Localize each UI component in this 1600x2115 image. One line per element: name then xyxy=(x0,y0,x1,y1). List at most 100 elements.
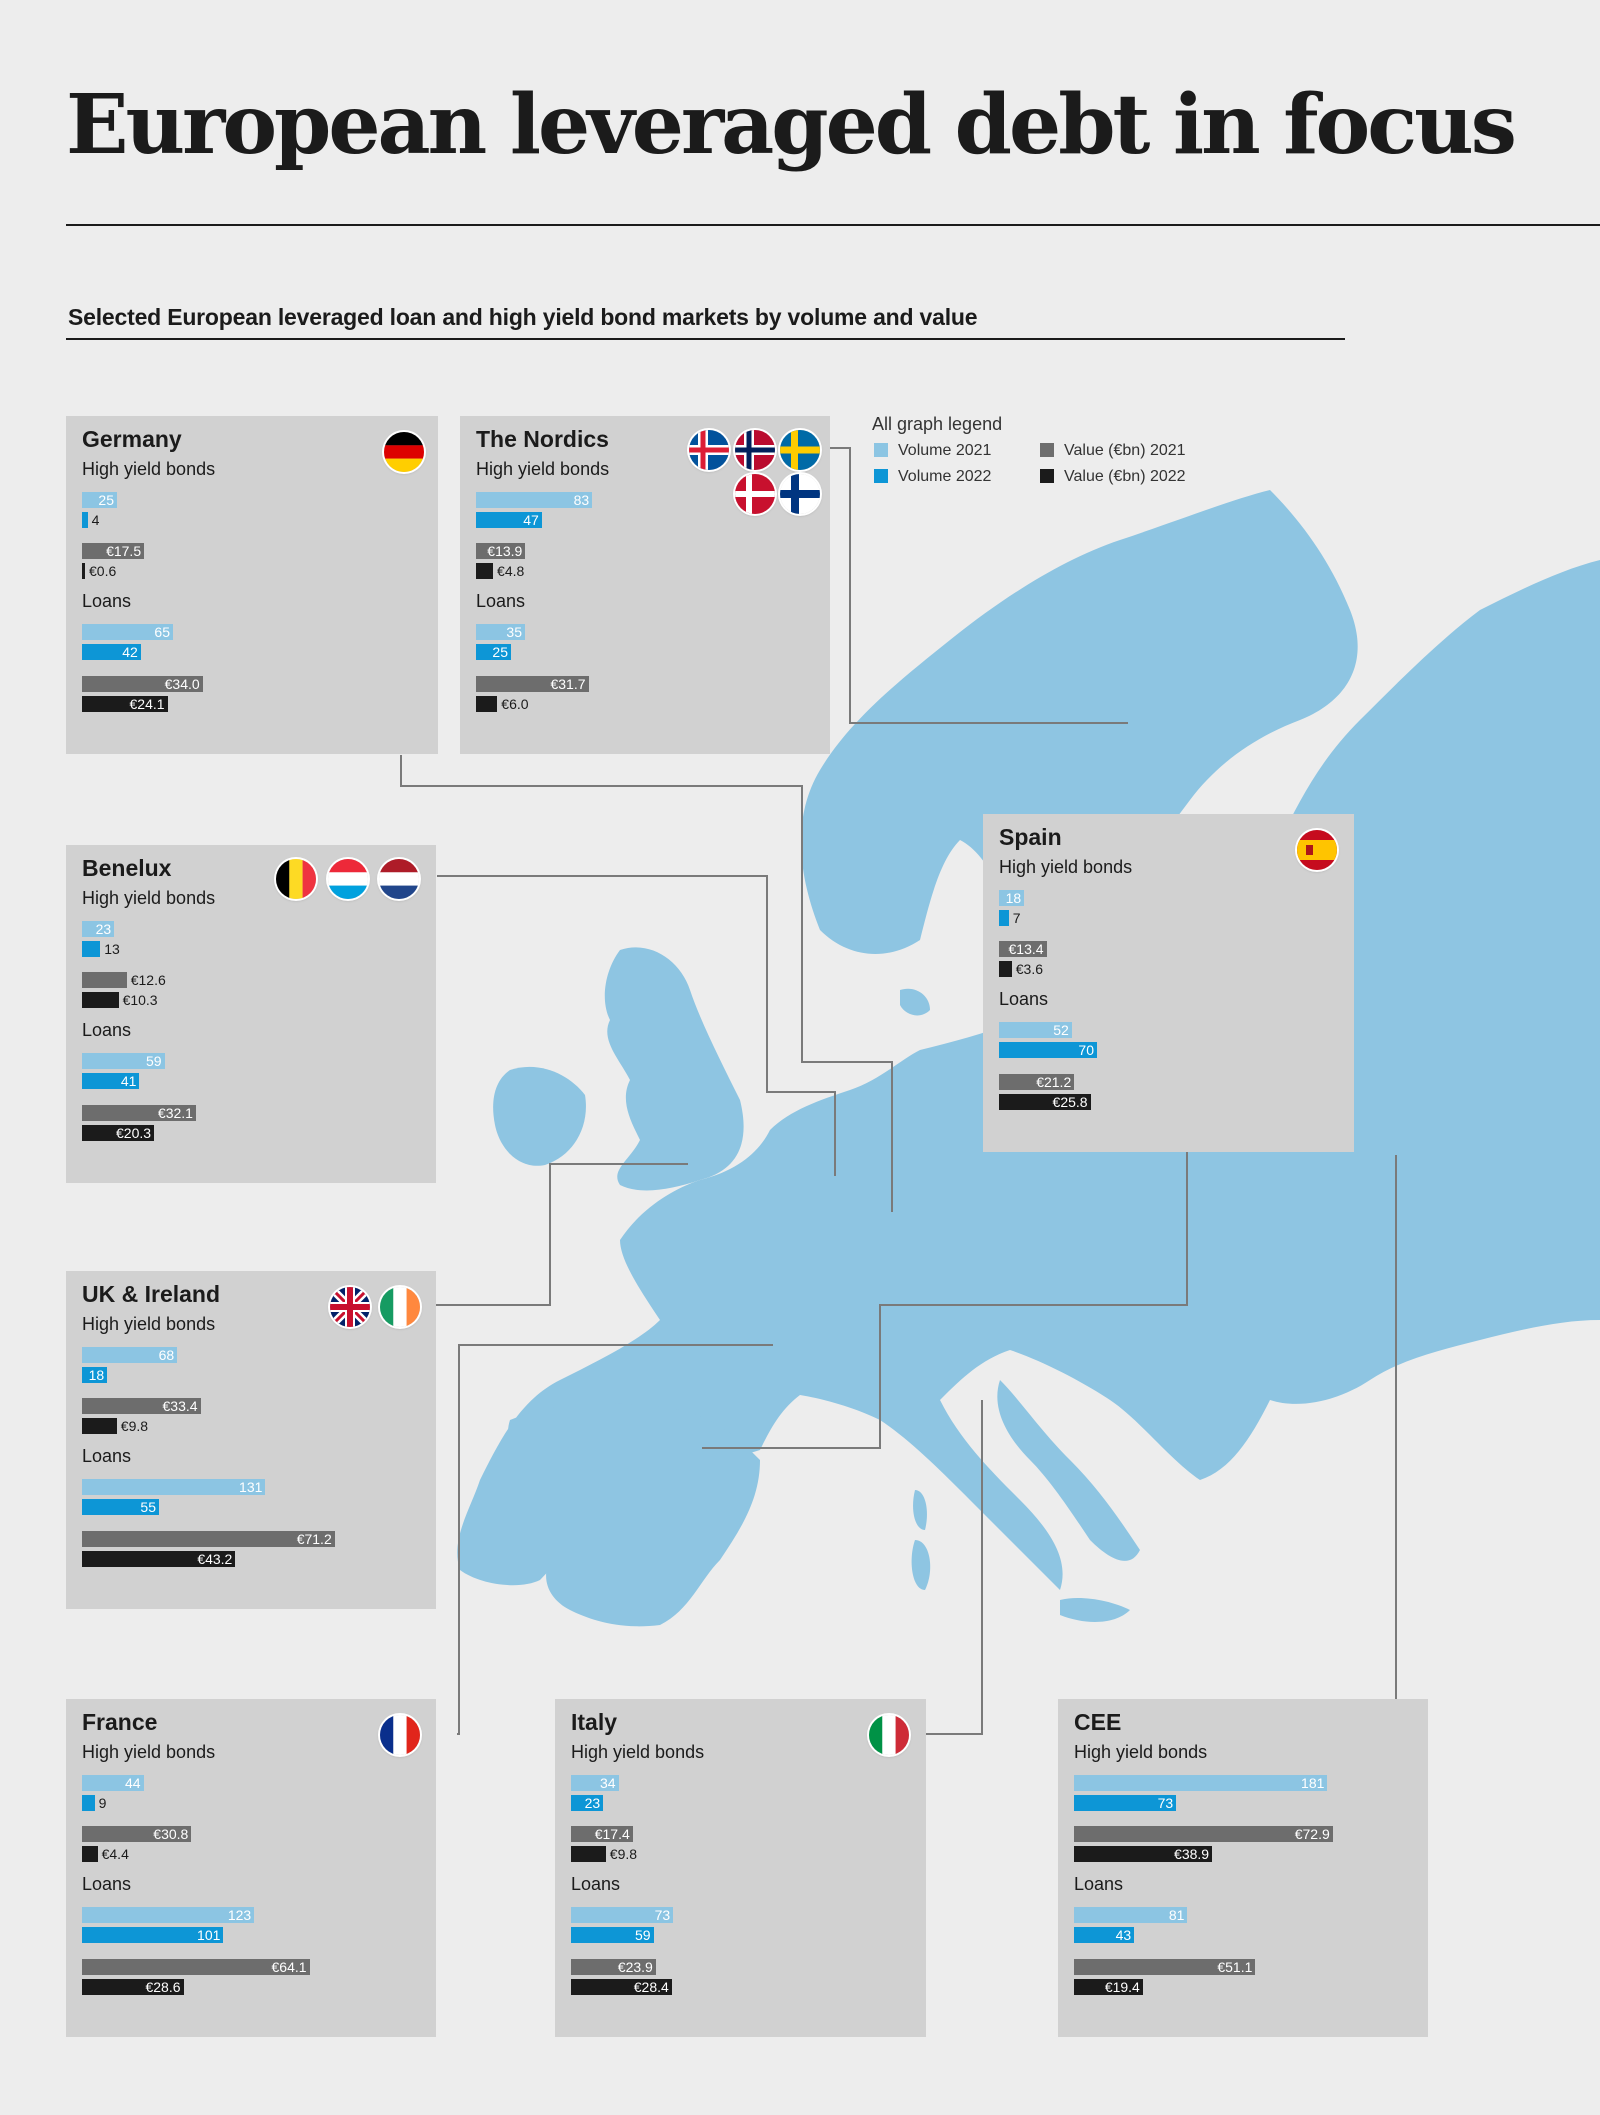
bar-value-label: €51.1 xyxy=(1217,1959,1253,1975)
title-divider xyxy=(66,224,1600,226)
bar-value-label: €9.8 xyxy=(120,1418,149,1434)
netherlands-flag-icon xyxy=(379,859,419,899)
bar-loans-volume-2022: 25 xyxy=(476,644,511,660)
norway-flag-icon xyxy=(735,430,775,470)
panel-france: France High yield bonds Loans 44 9 €30.8 €4.4 1… xyxy=(66,1699,436,2037)
bar-value-label: 65 xyxy=(154,624,170,640)
bar-hyb-volume-2022: 23 xyxy=(571,1795,604,1811)
bar-loans-value-2022: €28.6 xyxy=(82,1979,184,1995)
loans-label: Loans xyxy=(999,989,1049,1009)
legend-swatch xyxy=(874,469,888,483)
bar-hyb-value-2022: €4.4 xyxy=(82,1846,129,1862)
france-flag-icon xyxy=(380,1715,420,1755)
bar-value-label: €4.8 xyxy=(497,563,525,579)
region-name: UK & Ireland xyxy=(82,1281,221,1307)
bar-value-label: 73 xyxy=(654,1907,671,1923)
bar-value-label: 44 xyxy=(125,1775,141,1791)
bar-hyb-value-2022: €38.9 xyxy=(1074,1846,1213,1862)
bar-hyb-volume-2021: 68 xyxy=(82,1347,178,1363)
bar-value-label: €21.2 xyxy=(1036,1074,1072,1090)
bar-value-label: 23 xyxy=(95,921,112,937)
bar-value-label: 42 xyxy=(122,644,138,660)
bar-value-label: 181 xyxy=(1301,1775,1325,1791)
loans-label: Loans xyxy=(476,591,526,611)
legend-title: All graph legend xyxy=(872,414,1003,434)
bar-hyb-value-2021: €12.6 xyxy=(82,972,166,988)
bar-value-label: 13 xyxy=(104,941,120,957)
spain-flag-icon xyxy=(1297,830,1337,870)
bar-hyb-volume-2022: 9 xyxy=(82,1795,106,1811)
bar-loans-volume-2021: 65 xyxy=(82,624,173,640)
bar-loans-value-2022: €43.2 xyxy=(82,1551,236,1567)
bar-value-label: €24.1 xyxy=(129,696,165,712)
panel-uk-ireland: UK & Ireland High yield bonds Loans 68 18 €33… xyxy=(66,1271,436,1609)
bar-loans-volume-2022: 55 xyxy=(82,1499,159,1515)
italy-shape xyxy=(997,1380,1140,1561)
bar-hyb-volume-2021: 25 xyxy=(82,492,117,508)
high-yield-bonds-label: High yield bonds xyxy=(571,1742,705,1762)
iceland-flag-icon xyxy=(689,430,729,470)
panel-the-nordics: The Nordics High yield bonds Loans 83 47 €13.… xyxy=(460,416,830,754)
bar-hyb-value-2021: €17.4 xyxy=(571,1826,633,1842)
bar-hyb-value-2022: €9.8 xyxy=(82,1418,148,1434)
bar-loans-volume-2021: 35 xyxy=(476,624,525,640)
bar-hyb-volume-2022: 13 xyxy=(82,941,120,957)
ireland-shape xyxy=(493,1066,586,1166)
bar-value-label: 25 xyxy=(492,644,508,660)
loans-label: Loans xyxy=(82,591,132,611)
legend-item-value-2021: Value (€bn) 2021 xyxy=(1040,442,1186,460)
scandinavia-shape xyxy=(801,490,1358,954)
bar-value-label: €13.9 xyxy=(487,543,523,559)
bar-loans-value-2022: €20.3 xyxy=(82,1125,155,1141)
bar-hyb-value-2021: €72.9 xyxy=(1074,1826,1333,1842)
bar-loans-volume-2022: 70 xyxy=(999,1042,1097,1058)
bar-loans-volume-2021: 123 xyxy=(82,1907,255,1923)
region-name: Italy xyxy=(571,1709,618,1735)
bar-loans-value-2022: €28.4 xyxy=(571,1979,672,1995)
bar-hyb-volume-2021: 34 xyxy=(571,1775,619,1791)
bar-value-label: €33.4 xyxy=(162,1398,198,1414)
region-name: The Nordics xyxy=(476,426,609,452)
bar-value-label: 83 xyxy=(573,492,590,508)
region-name: CEE xyxy=(1074,1709,1122,1735)
bar-loans-volume-2021: 131 xyxy=(82,1479,266,1495)
bar-value-label: €28.6 xyxy=(145,1979,181,1995)
bar-value-label: €32.1 xyxy=(157,1105,193,1121)
bar-value-label: €72.9 xyxy=(1294,1826,1330,1842)
bar-value-label: 41 xyxy=(120,1073,137,1089)
high-yield-bonds-label: High yield bonds xyxy=(82,888,216,908)
united-kingdom-flag-icon xyxy=(330,1287,370,1327)
bar-value-label: €30.8 xyxy=(153,1826,189,1842)
bar-hyb-value-2021: €30.8 xyxy=(82,1826,192,1842)
sicily-shape xyxy=(1060,1598,1130,1622)
connector-lines xyxy=(400,447,1397,1735)
bar-value-label: €13.4 xyxy=(1008,941,1044,957)
bar-loans-volume-2022: 41 xyxy=(82,1073,140,1089)
region-name: France xyxy=(82,1709,158,1735)
bar-loans-value-2022: €24.1 xyxy=(82,696,168,712)
bar-value-label: 25 xyxy=(98,492,114,508)
bar-value-label: 52 xyxy=(1053,1022,1069,1038)
luxembourg-flag-icon xyxy=(328,859,368,899)
bar-loans-value-2021: €31.7 xyxy=(476,676,589,692)
legend-swatch xyxy=(1040,443,1054,457)
bar-loans-volume-2021: 81 xyxy=(1074,1907,1188,1923)
bar-value-label: €17.4 xyxy=(594,1826,630,1842)
bar-hyb-value-2021: €13.4 xyxy=(999,941,1047,957)
bar-hyb-value-2022: €0.6 xyxy=(82,563,116,579)
bar-value-label: €3.6 xyxy=(1015,961,1044,977)
panel-germany: Germany High yield bonds Loans 25 4 €17.5 €0.6… xyxy=(66,416,438,754)
iberia-shape xyxy=(508,1403,760,1627)
corsica-shape xyxy=(913,1490,927,1530)
bar-value-label: 47 xyxy=(523,512,539,528)
bar-value-label: 18 xyxy=(88,1367,105,1383)
region-name: Spain xyxy=(999,824,1062,850)
bar-loans-value-2021: €34.0 xyxy=(82,676,203,692)
bar-value-label: 81 xyxy=(1168,1907,1185,1923)
bar-loans-value-2022: €6.0 xyxy=(476,696,529,712)
high-yield-bonds-label: High yield bonds xyxy=(476,459,610,479)
panel-spain: Spain High yield bonds Loans 18 7 €13.4 €3.6 52… xyxy=(983,814,1354,1152)
bar-value-label: 34 xyxy=(600,1775,616,1791)
bar-value-label: 59 xyxy=(635,1927,651,1943)
bar-loans-volume-2022: 43 xyxy=(1074,1927,1135,1943)
